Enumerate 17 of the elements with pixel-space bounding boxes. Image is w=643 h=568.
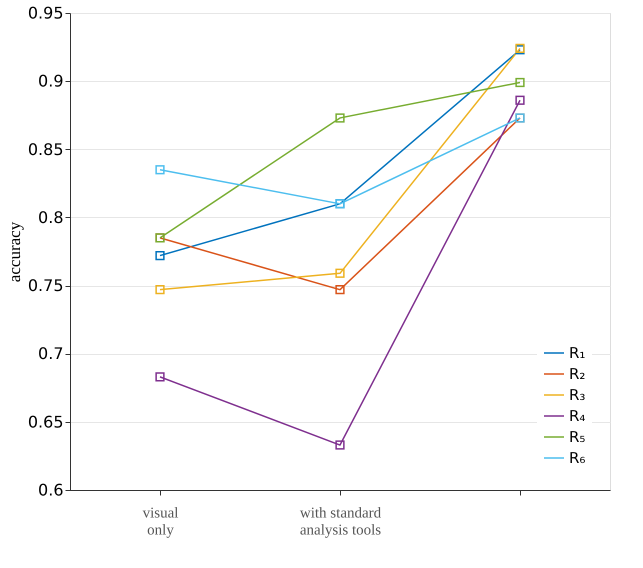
y-tick-label: 0.6 xyxy=(38,480,64,500)
y-axis-title: accuracy xyxy=(4,221,24,282)
x-tick-label: visual only xyxy=(142,506,178,538)
legend-label: R₄ xyxy=(569,407,586,425)
legend-label: R₅ xyxy=(569,428,586,446)
y-tick-label: 0.8 xyxy=(38,208,64,227)
y-tick-label: 0.7 xyxy=(38,344,64,364)
y-tick-label: 0.75 xyxy=(28,276,64,296)
y-tick-label: 0.85 xyxy=(28,140,64,159)
y-tick-label: 0.95 xyxy=(28,4,64,22)
legend-label: R₂ xyxy=(569,365,586,383)
legend-label: R₃ xyxy=(569,386,586,404)
legend-label: R₆ xyxy=(569,449,586,467)
y-tick-label: 0.9 xyxy=(38,72,64,91)
legend-label: R₁ xyxy=(569,344,586,362)
y-tick-label: 0.65 xyxy=(28,412,64,432)
x-tick-label: with standard analysis tools xyxy=(300,506,382,538)
